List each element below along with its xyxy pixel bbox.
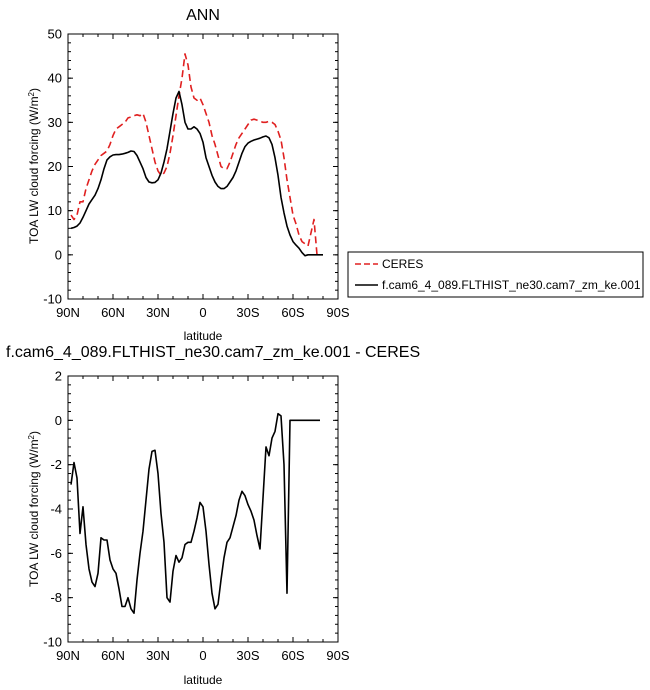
bottom-y-tick-label: -10 bbox=[43, 635, 62, 650]
top-y-tick-label: 0 bbox=[55, 247, 62, 262]
top-x-tick-label: 90N bbox=[56, 305, 80, 320]
bottom-x-tick-label: 60S bbox=[281, 648, 304, 663]
bottom-series-line-0 bbox=[70, 412, 320, 615]
bottom-y-tick-label: -6 bbox=[50, 546, 62, 561]
top-y-tick-label: 10 bbox=[48, 203, 62, 218]
bottom-y-tick-label: 0 bbox=[55, 413, 62, 428]
bottom-x-tick-label: 90S bbox=[326, 648, 349, 663]
bottom-chart-title: f.cam6_4_089.FLTHIST_ne30.cam7_zm_ke.001… bbox=[6, 344, 420, 361]
bottom-panel: f.cam6_4_089.FLTHIST_ne30.cam7_zm_ke.001… bbox=[6, 344, 420, 687]
bottom-x-tick-label: 90N bbox=[56, 648, 80, 663]
top-x-tick-label: 90S bbox=[326, 305, 349, 320]
top-y-tick-label: 20 bbox=[48, 159, 62, 174]
top-y-tick-label: -10 bbox=[43, 292, 62, 307]
bottom-x-axis-label: latitude bbox=[184, 673, 223, 687]
legend: CERES f.cam6_4_089.FLTHIST_ne30.cam7_zm_… bbox=[347, 251, 644, 298]
top-plot-frame bbox=[67, 33, 339, 300]
bottom-y-tick-label: 2 bbox=[55, 369, 62, 384]
bottom-x-tick-label: 30N bbox=[146, 648, 170, 663]
top-panel: ANN 90N 60N 30N 0 30S 60S 90S -10 0 10 20 30 40 50 la… bbox=[27, 7, 350, 343]
bottom-y-axis-label: TOA LW cloud forcing (W/m2) bbox=[27, 431, 41, 587]
legend-label-model: f.cam6_4_089.FLTHIST_ne30.cam7_zm_ke.001 bbox=[382, 278, 641, 292]
top-x-tick-label: 30S bbox=[236, 305, 259, 320]
top-y-tick-label: 50 bbox=[48, 27, 62, 42]
bottom-y-tick-label: -4 bbox=[50, 502, 62, 517]
top-x-axis-label: latitude bbox=[184, 329, 223, 343]
top-x-tick-label: 60N bbox=[101, 305, 125, 320]
legend-label-ceres: CERES bbox=[382, 257, 423, 271]
bottom-x-tick-label: 0 bbox=[199, 648, 206, 663]
top-y-tick-label: 30 bbox=[48, 115, 62, 130]
bottom-y-tick-label: -2 bbox=[50, 457, 62, 472]
top-x-tick-label: 60S bbox=[281, 305, 304, 320]
top-series-line-1 bbox=[70, 90, 323, 257]
top-y-axis-label: TOA LW cloud forcing (W/m2) bbox=[27, 88, 41, 244]
top-chart-title: ANN bbox=[186, 7, 220, 24]
bottom-x-tick-label: 60N bbox=[101, 648, 125, 663]
legend-box bbox=[347, 251, 644, 298]
top-x-tick-label: 30N bbox=[146, 305, 170, 320]
top-series-line-0 bbox=[70, 53, 320, 256]
top-x-tick-label: 0 bbox=[199, 305, 206, 320]
bottom-y-tick-label: -8 bbox=[50, 590, 62, 605]
bottom-x-tick-label: 30S bbox=[236, 648, 259, 663]
top-y-tick-label: 40 bbox=[48, 71, 62, 86]
